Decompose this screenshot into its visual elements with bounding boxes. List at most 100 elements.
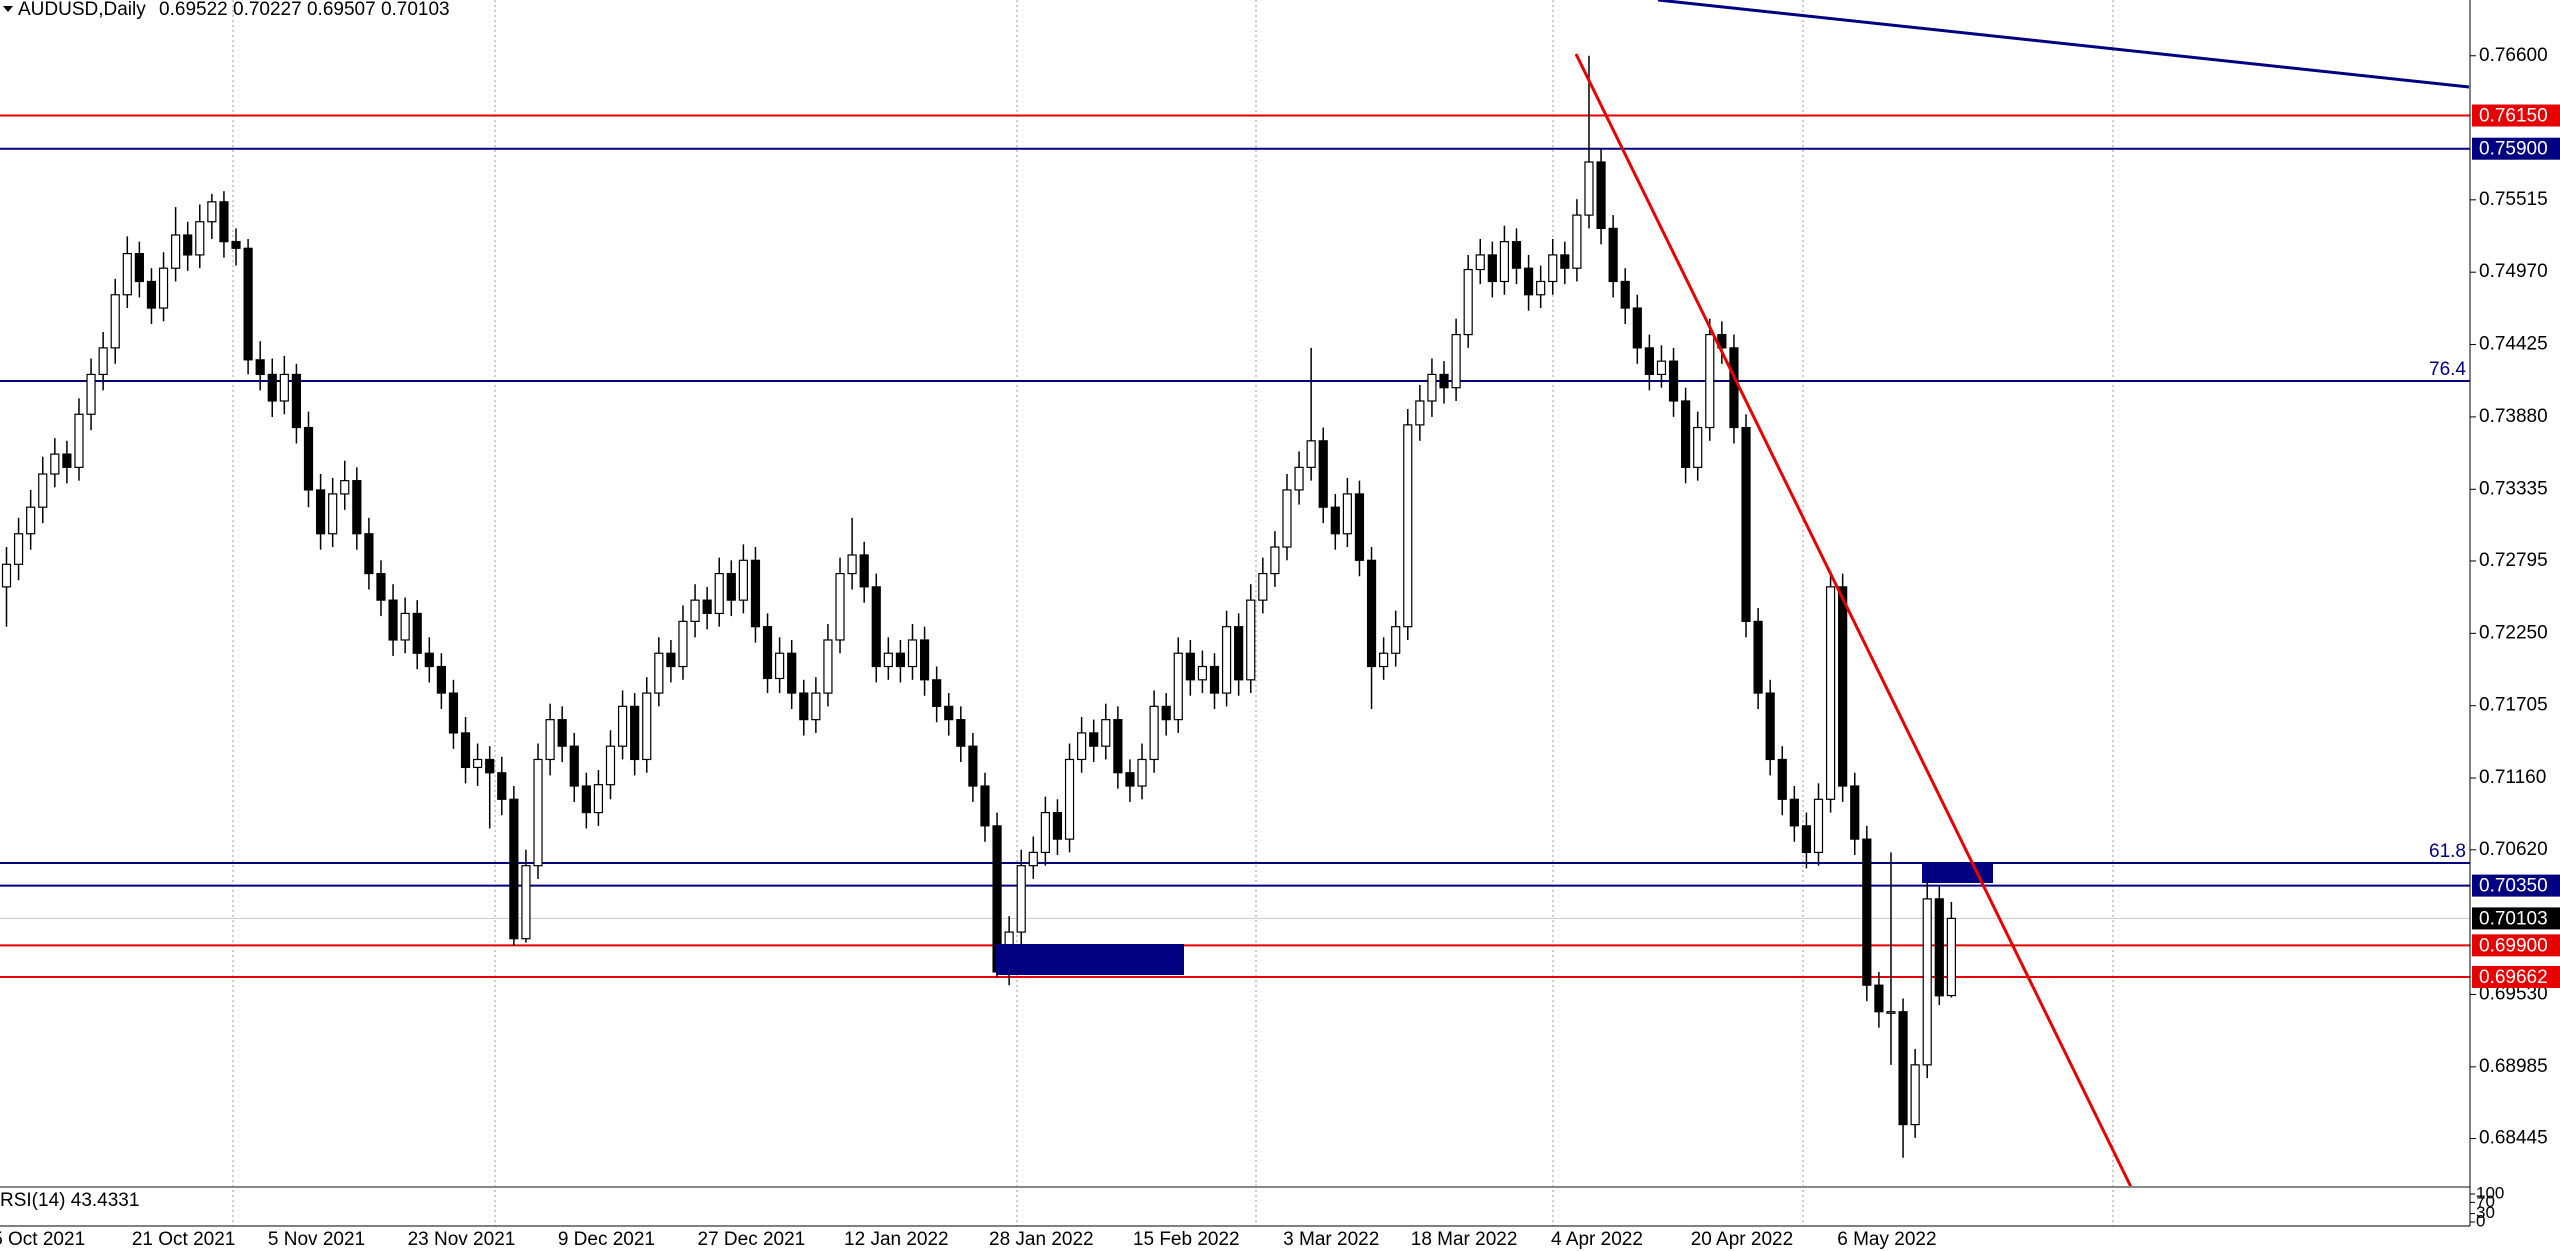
candle-body: [944, 705, 954, 721]
x-tick-label: 3 Mar 2022: [1283, 1229, 1379, 1250]
candle-body: [1813, 798, 1824, 854]
candle-body: [243, 247, 253, 361]
candle-body: [1862, 838, 1872, 986]
x-tick-label: 20 Apr 2022: [1691, 1229, 1793, 1250]
candle-body: [666, 652, 676, 668]
candle-body: [883, 652, 893, 668]
candle-body: [436, 665, 446, 694]
candle-body: [122, 252, 132, 296]
candle-body: [448, 692, 459, 734]
candle-body: [1137, 758, 1147, 787]
candle-body: [1040, 811, 1050, 854]
candle-body: [726, 572, 736, 601]
candle-body: [509, 798, 519, 940]
candle-body: [1246, 599, 1256, 681]
candles: [1, 55, 1956, 1158]
candle-body: [1330, 506, 1340, 535]
candle-body: [38, 473, 48, 508]
candle-body: [485, 758, 495, 774]
candle-body: [690, 599, 700, 622]
candle-body: [1258, 572, 1268, 601]
candle-body: [1391, 626, 1401, 654]
rsi-tick-label: 0: [2476, 1211, 2485, 1230]
candle-body: [146, 280, 157, 309]
candle-body: [1548, 254, 1558, 283]
candle-body: [557, 719, 567, 747]
candle-body: [1149, 705, 1159, 761]
candle-body: [1608, 227, 1618, 283]
candle-body: [1668, 360, 1679, 402]
candle-body: [1270, 546, 1280, 575]
candle-body: [1681, 400, 1691, 468]
candle-body: [702, 599, 712, 615]
price-box: [2472, 907, 2560, 930]
y-tick-label: 0.69530: [2479, 983, 2548, 1004]
candle-body: [980, 785, 990, 827]
candle-body: [412, 612, 422, 654]
high-value: 0.70227: [233, 0, 302, 20]
candle-body: [1801, 825, 1812, 854]
candle-body: [617, 705, 628, 747]
candle-body: [1342, 493, 1352, 535]
candle-body: [1693, 426, 1703, 468]
candle-body: [328, 493, 338, 535]
candle-body: [1173, 652, 1183, 721]
candle-body: [352, 480, 362, 535]
candle-body: [1898, 1011, 1908, 1126]
candle-body: [871, 586, 881, 668]
candle-body: [545, 719, 555, 761]
candle-body: [1850, 785, 1860, 840]
x-tick-label: 5 Oct 2021: [0, 1229, 85, 1250]
candle-body: [1656, 360, 1667, 376]
menu-triangle[interactable]: [3, 6, 13, 12]
candle-body: [835, 572, 845, 641]
candle-body: [799, 692, 809, 721]
candle-body: [847, 554, 857, 575]
y-tick-label: 0.71705: [2479, 695, 2548, 716]
candle-body: [642, 692, 652, 761]
candle-body: [521, 865, 531, 940]
candle-body: [1101, 719, 1111, 747]
y-tick-label: 0.68445: [2479, 1128, 2548, 1149]
candle-body: [1922, 898, 1932, 1066]
candle-body: [1487, 254, 1497, 283]
candle-body: [1729, 347, 1739, 429]
candle-body: [1741, 426, 1751, 622]
level-box: [2472, 965, 2560, 988]
candle-body: [859, 554, 869, 588]
candle-body: [1197, 665, 1208, 681]
candle-body: [110, 294, 120, 349]
candle-body: [1886, 1011, 1896, 1014]
candle-body: [1632, 307, 1642, 349]
x-tick-label: 9 Dec 2021: [558, 1229, 655, 1250]
candle-body: [1511, 241, 1522, 269]
rsi-tick-label: 100: [2476, 1183, 2504, 1202]
candle-body: [74, 413, 84, 468]
candle-body: [654, 652, 664, 694]
candle-body: [86, 373, 96, 415]
x-tick-label: 12 Jan 2022: [844, 1229, 949, 1250]
candle-body: [1379, 652, 1389, 668]
level-label: 0.70350: [2479, 876, 2548, 897]
candle-body: [183, 234, 193, 256]
level-box: [2472, 874, 2560, 897]
candle-body: [1366, 559, 1377, 668]
candle-body: [1306, 440, 1316, 468]
candle-body: [1318, 440, 1328, 508]
candle-body: [279, 373, 289, 402]
y-tick-label: 0.73880: [2479, 406, 2548, 427]
candle-body: [1536, 280, 1546, 296]
y-tick-label: 0.76600: [2479, 45, 2548, 66]
candle-body: [460, 732, 471, 769]
candle-body: [678, 620, 688, 668]
candle-body: [1221, 626, 1232, 694]
candle-body: [1934, 898, 1944, 997]
candle-body: [1777, 758, 1787, 800]
candle-body: [424, 652, 434, 668]
candle-body: [1596, 161, 1606, 229]
candle-body: [1209, 665, 1220, 694]
symbol: AUDUSD,Daily: [18, 0, 146, 20]
candle-body: [1825, 586, 1836, 800]
candle-body: [231, 241, 241, 249]
candle-body: [376, 572, 386, 601]
